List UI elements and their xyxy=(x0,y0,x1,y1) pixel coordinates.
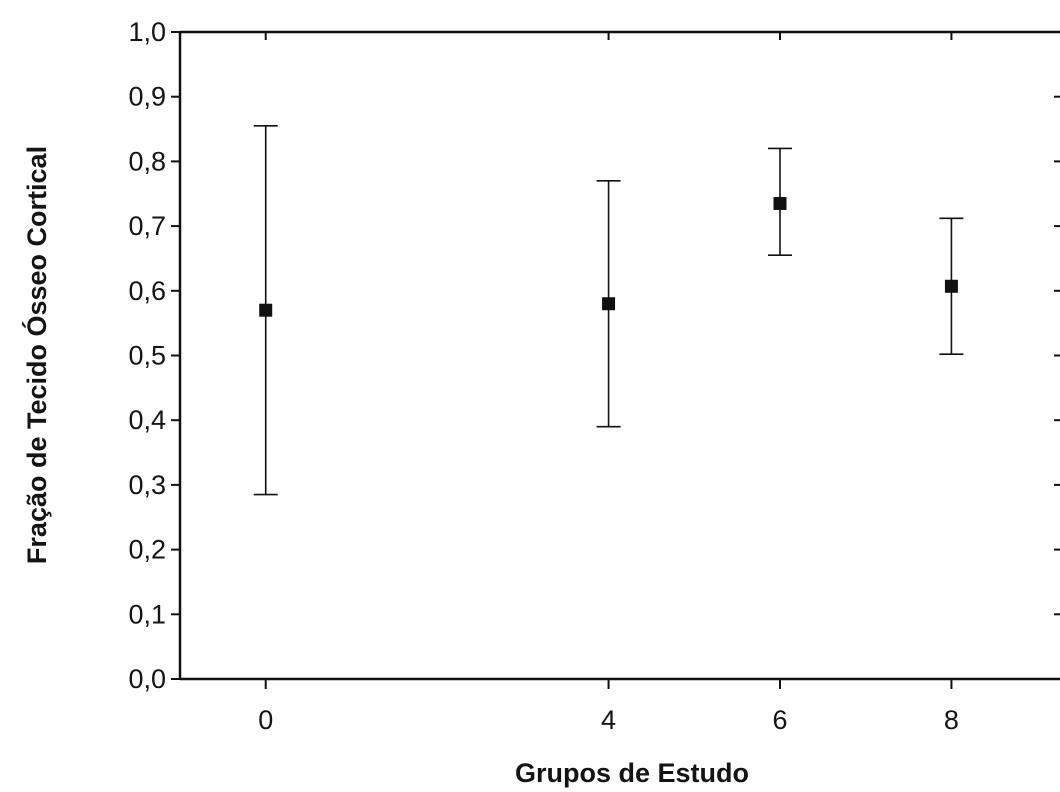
y-tick-label: 0,4 xyxy=(128,405,166,435)
y-tick-label: 0,7 xyxy=(128,211,166,241)
axes-layer xyxy=(178,30,1060,681)
data-point xyxy=(259,303,273,317)
data-marks-layer xyxy=(253,125,964,496)
x-axis-label: Grupos de Estudo xyxy=(515,758,749,788)
ticks-layer: 0,0 0,1 0,2 0,3 0,4 0,5 0,6 0,7 0,8 0,9 1,0 0 4 6 8 xyxy=(128,17,1060,735)
x-tick-label: 8 xyxy=(944,705,959,735)
y-tick-label: 0,5 xyxy=(128,341,166,371)
y-tick-label: 0,3 xyxy=(128,470,166,500)
y-tick-label: 0,6 xyxy=(128,276,166,306)
x-tick-label: 0 xyxy=(258,705,273,735)
data-point xyxy=(773,196,787,210)
labels-layer: Grupos de Estudo Fração de Tecido Ósseo … xyxy=(21,146,749,788)
x-tick-label: 4 xyxy=(601,705,616,735)
y-axis-label: Fração de Tecido Ósseo Cortical xyxy=(21,146,52,564)
y-tick-label: 0,8 xyxy=(128,146,166,176)
y-tick-label: 0,9 xyxy=(128,82,166,112)
x-tick-label: 6 xyxy=(772,705,787,735)
data-point xyxy=(944,279,958,293)
y-tick-label: 0,0 xyxy=(128,664,166,694)
y-tick-label: 1,0 xyxy=(128,17,166,47)
data-point xyxy=(602,297,616,311)
y-tick-label: 0,2 xyxy=(128,535,166,565)
y-tick-label: 0,1 xyxy=(128,599,166,629)
